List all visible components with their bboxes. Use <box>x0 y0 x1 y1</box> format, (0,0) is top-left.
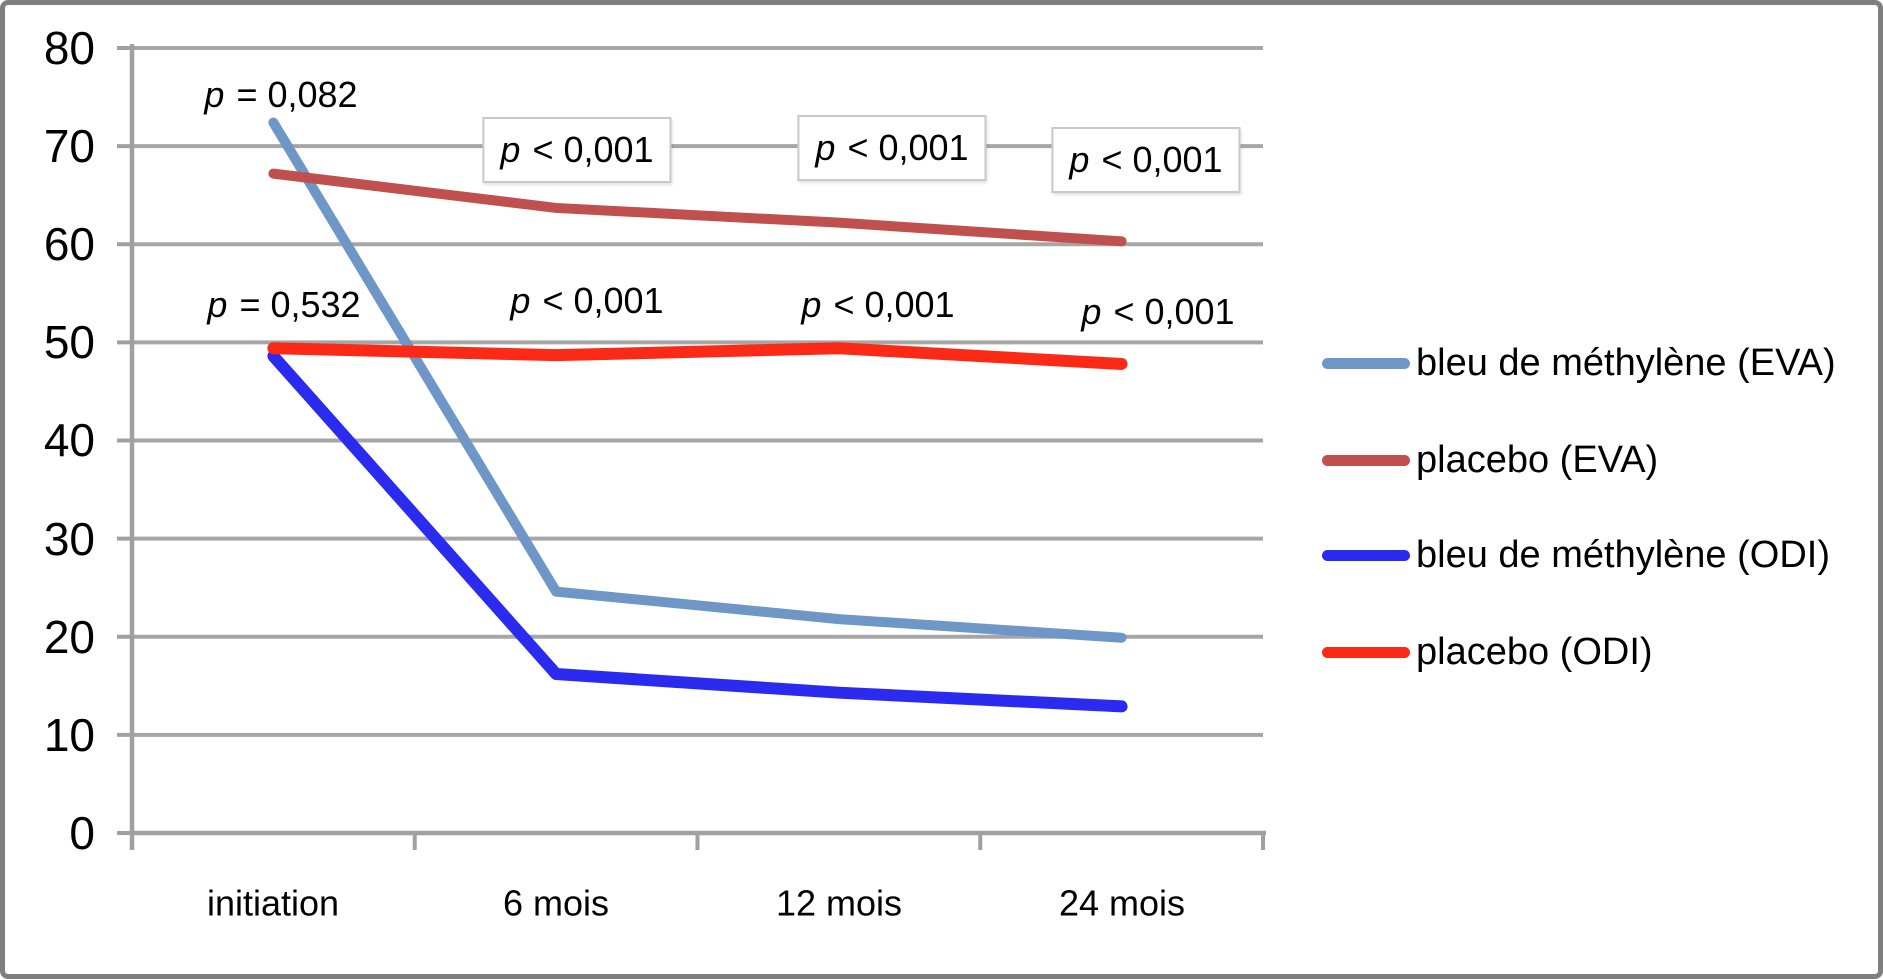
legend-label: bleu de méthylène (ODI) <box>1416 533 1830 576</box>
p-value-annotation-eva-12-mois: p < 0,001 <box>797 115 987 181</box>
gridlines <box>132 46 1263 737</box>
x-tick-label-12-mois: 12 mois <box>776 883 902 924</box>
p-value-annotation-eva-6-mois: p < 0,001 <box>482 117 672 183</box>
y-tick-label: 60 <box>44 218 95 270</box>
y-tick-label: 70 <box>44 120 95 172</box>
series-line-placebo-eva <box>268 168 1127 247</box>
legend-item-bleu-de-methylene-eva: bleu de méthylène (EVA) <box>1322 339 1836 387</box>
series-line-bleu-de-methylene-eva <box>268 117 1127 643</box>
axis-ticks <box>117 46 1265 850</box>
y-tick-label: 0 <box>69 807 95 859</box>
series-lines <box>267 117 1128 713</box>
legend-label: bleu de méthylène (EVA) <box>1416 341 1836 384</box>
series-line-bleu-de-methylene-odi <box>267 350 1128 713</box>
y-tick-label: 40 <box>44 414 95 466</box>
x-axis-tick-labels: initiation 6 mois 12 mois 24 mois <box>207 883 1185 924</box>
x-tick-label-6-mois: 6 mois <box>503 883 609 924</box>
legend-swatch-bleu-de-methylene-odi <box>1322 549 1410 561</box>
x-tick-label-initiation: initiation <box>207 883 339 924</box>
p-value-annotation-odi-6-mois: p < 0,001 <box>510 280 664 321</box>
legend-item-bleu-de-methylene-odi: bleu de méthylène (ODI) <box>1322 531 1830 579</box>
y-tick-label: 10 <box>44 709 95 761</box>
p-value-annotation-eva-24-mois: p < 0,001 <box>1051 127 1241 193</box>
legend-swatch-placebo-eva <box>1322 454 1410 466</box>
legend-item-placebo-eva: placebo (EVA) <box>1322 436 1658 484</box>
legend-item-placebo-odi: placebo (ODI) <box>1322 628 1653 676</box>
legend-label: placebo (EVA) <box>1416 438 1659 481</box>
y-tick-label: 80 <box>44 22 95 74</box>
p-value-annotation-eva-initiation: p = 0,082 <box>204 74 358 115</box>
series-line-placebo-odi <box>267 342 1128 370</box>
y-tick-label: 30 <box>44 513 95 565</box>
p-value-annotation-odi-initiation: p = 0,532 <box>207 284 361 325</box>
p-value-annotation-odi-12-mois: p < 0,001 <box>801 284 955 325</box>
legend-swatch-bleu-de-methylene-eva <box>1322 357 1410 369</box>
y-axis-tick-labels: 0 10 20 30 40 50 60 70 80 <box>44 22 95 859</box>
legend-swatch-placebo-odi <box>1322 646 1410 658</box>
legend-label: placebo (ODI) <box>1416 630 1653 673</box>
x-tick-label-24-mois: 24 mois <box>1059 883 1185 924</box>
p-value-annotation-odi-24-mois: p < 0,001 <box>1081 291 1235 332</box>
y-tick-label: 50 <box>44 316 95 368</box>
y-tick-label: 20 <box>44 611 95 663</box>
